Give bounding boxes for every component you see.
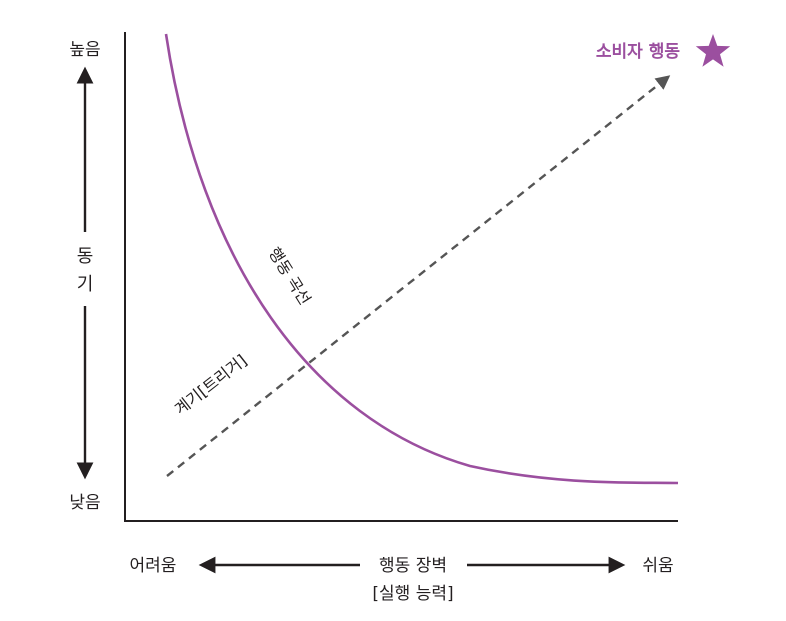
plot-axes: [124, 32, 678, 522]
behavior-curve-label: 행동 곡선: [265, 244, 315, 308]
y-axis-high-label: 높음: [69, 40, 100, 60]
behavior-curve: [164, 33, 679, 485]
x-axis-title: 행동 장벽: [379, 556, 447, 576]
trigger-label: 계기[트리거]: [171, 351, 251, 419]
y-axis-title-line2: 기: [77, 274, 94, 295]
consumer-behavior-label: 소비자 행동: [596, 42, 680, 62]
y-axis-low-label: 낮음: [69, 493, 100, 513]
x-axis-easy-label: 쉬움: [642, 556, 673, 576]
y-axis-title-line1: 동: [77, 246, 94, 267]
x-axis-subtitle: [실행 능력]: [372, 584, 453, 604]
trigger-dashed-arrow: [166, 75, 671, 477]
star-icon: [695, 34, 731, 67]
x-axis-difficult-label: 어려움: [130, 556, 177, 576]
